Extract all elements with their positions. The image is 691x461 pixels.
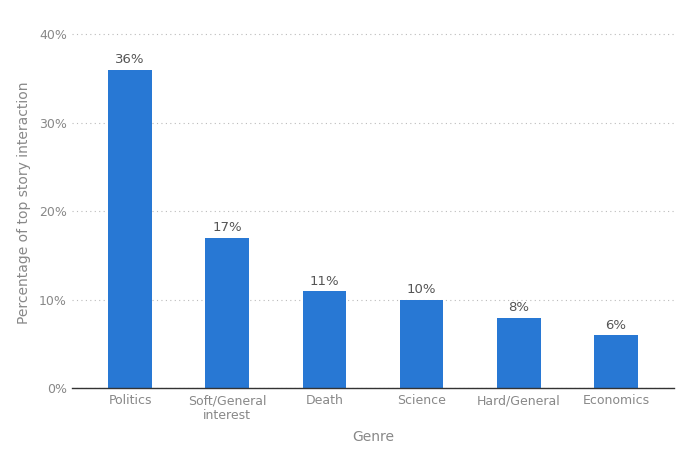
Text: 8%: 8%: [509, 301, 529, 314]
Y-axis label: Percentage of top story interaction: Percentage of top story interaction: [17, 81, 30, 324]
Bar: [497, 318, 540, 389]
Text: 17%: 17%: [212, 221, 242, 235]
Bar: [108, 70, 152, 389]
Bar: [303, 291, 346, 389]
Text: 11%: 11%: [310, 275, 339, 288]
Text: 6%: 6%: [605, 319, 627, 332]
Text: 10%: 10%: [407, 284, 437, 296]
Bar: [594, 335, 638, 389]
Bar: [205, 238, 249, 389]
Bar: [400, 300, 444, 389]
X-axis label: Genre: Genre: [352, 430, 394, 444]
Text: 36%: 36%: [115, 53, 145, 66]
